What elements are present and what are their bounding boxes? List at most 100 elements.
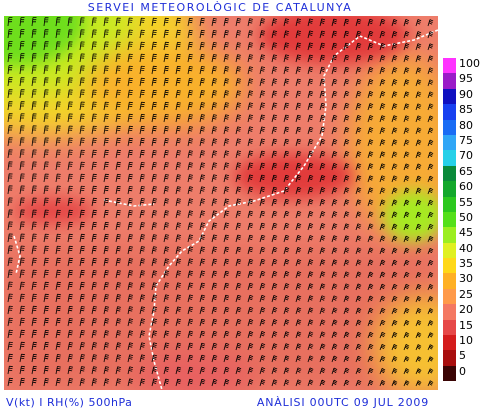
wind-barb: [127, 29, 133, 39]
legend-label: 100: [459, 57, 480, 70]
wind-barb: [391, 139, 398, 147]
wind-barb: [235, 367, 242, 375]
wind-barb: [7, 185, 13, 195]
legend-swatch: [443, 73, 456, 89]
wind-barb: [127, 270, 133, 279]
wind-barb: [43, 281, 49, 291]
wind-barb: [127, 342, 134, 351]
wind-barb: [247, 102, 254, 111]
wind-barb: [367, 139, 374, 147]
wind-barb: [187, 66, 193, 75]
wind-barb: [115, 282, 121, 291]
wind-barb: [151, 77, 157, 87]
wind-barb: [379, 223, 386, 231]
wind-barb: [91, 161, 97, 171]
wind-barb: [427, 55, 434, 63]
wind-barb: [223, 379, 230, 387]
wind-barb: [427, 79, 434, 87]
wind-barb: [19, 89, 25, 99]
wind-barb: [211, 138, 218, 147]
wind-barb: [295, 78, 302, 87]
wind-barb: [7, 377, 13, 387]
wind-barb: [43, 329, 49, 339]
wind-barb: [127, 125, 133, 135]
wind-barb: [115, 17, 121, 27]
wind-barb: [43, 245, 49, 255]
wind-barb: [163, 366, 170, 375]
wind-barb: [427, 332, 434, 339]
wind-barb: [7, 89, 13, 99]
wind-barb: [115, 197, 121, 207]
wind-barb: [367, 247, 374, 255]
wind-barb: [319, 211, 326, 219]
wind-barb: [259, 343, 266, 351]
wind-barb: [67, 318, 73, 327]
legend-entry: 90: [443, 88, 485, 105]
wind-barb: [91, 89, 97, 99]
wind-barb: [139, 186, 145, 195]
wind-barb: [163, 330, 170, 339]
wind-barb: [163, 342, 170, 351]
wind-barb: [295, 30, 302, 39]
wind-barb: [67, 269, 73, 279]
wind-barb: [43, 341, 49, 351]
wind-barb: [319, 78, 326, 87]
wind-barb: [367, 115, 374, 123]
wind-barb: [115, 366, 122, 375]
legend-label: 10: [459, 334, 473, 348]
wind-barb: [391, 127, 398, 135]
wind-barb: [211, 186, 218, 195]
wind-barb: [379, 18, 386, 27]
wind-barb: [223, 366, 230, 375]
wind-barb: [127, 234, 133, 243]
wind-barb: [295, 198, 302, 207]
wind-barb: [139, 270, 145, 279]
wind-barb: [115, 342, 122, 351]
wind-barb: [199, 318, 206, 327]
wind-barb: [211, 114, 217, 123]
wind-barb: [199, 210, 206, 219]
wind-barb: [199, 378, 206, 387]
wind-barb: [55, 354, 61, 363]
legend-swatch: [443, 273, 456, 289]
wind-barb: [223, 306, 230, 315]
wind-barb: [343, 211, 350, 219]
wind-barb: [355, 115, 362, 123]
wind-barb: [175, 29, 181, 39]
legend-entry: 10: [443, 334, 485, 351]
wind-barb: [403, 67, 410, 75]
wind-barb: [427, 67, 434, 75]
wind-barb: [151, 29, 157, 39]
wind-barb: [355, 235, 362, 243]
wind-barb: [319, 66, 326, 75]
wind-barb: [139, 318, 146, 327]
wind-barb: [43, 353, 49, 363]
wind-barb: [331, 235, 338, 243]
wind-barb: [139, 198, 145, 207]
wind-barb: [151, 234, 157, 243]
wind-barb: [103, 149, 109, 159]
wind-barb: [187, 17, 193, 27]
wind-barb: [175, 282, 182, 291]
wind-barb: [319, 187, 326, 195]
legend-entry: 70: [443, 150, 485, 166]
wind-barb: [151, 282, 158, 291]
wind-barb: [259, 234, 266, 243]
wind-barb: [163, 41, 169, 51]
wind-barb: [211, 342, 218, 351]
wind-barb: [31, 209, 37, 219]
wind-barb: [319, 18, 326, 27]
wind-barb: [187, 138, 193, 147]
wind-barb: [343, 139, 350, 147]
wind-barb: [79, 281, 85, 291]
wind-barb: [67, 137, 73, 147]
wind-barb: [223, 30, 229, 39]
wind-barb: [427, 272, 434, 279]
wind-barb: [391, 307, 398, 315]
wind-barb: [319, 259, 326, 267]
wind-barb: [427, 139, 434, 147]
wind-barb: [151, 138, 157, 147]
wind-barb: [343, 235, 350, 243]
wind-barb: [283, 138, 290, 147]
wind-barb: [343, 187, 350, 195]
